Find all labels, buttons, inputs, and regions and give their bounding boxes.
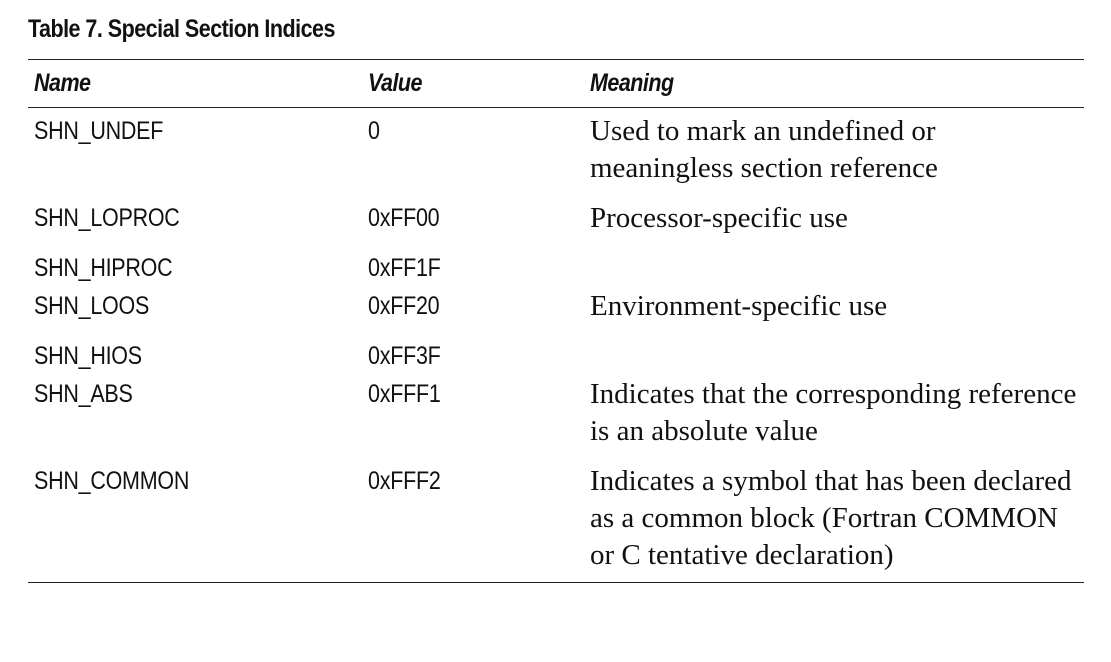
cell-name: SHN_HIPROC <box>34 254 173 282</box>
cell-value: 0xFFF1 <box>368 380 441 408</box>
cell-meaning: Processor-specific use <box>590 202 848 234</box>
cell-name: SHN_ABS <box>34 380 133 408</box>
cell-value: 0xFF00 <box>368 204 440 232</box>
cell-meaning: Indicates that the corresponding referen… <box>590 378 1077 447</box>
cell-meaning: Environment-specific use <box>590 290 888 322</box>
cell-name: SHN_LOOS <box>34 292 150 320</box>
cell-value: 0 <box>368 117 380 145</box>
cell-name: SHN_COMMON <box>34 467 190 495</box>
cell-name: SHN_UNDEF <box>34 117 164 145</box>
table-row: SHN_HIPROC 0xFF1F <box>28 245 1084 283</box>
cell-meaning <box>584 245 1084 283</box>
header-value: Value <box>368 69 423 97</box>
table-row: SHN_HIOS 0xFF3F <box>28 333 1084 371</box>
cell-name: SHN_LOPROC <box>34 204 180 232</box>
cell-meaning: Indicates a symbol that has been declare… <box>590 465 1072 571</box>
table-row: SHN_LOOS 0xFF20 Environment-specific use <box>28 283 1084 333</box>
table-row: SHN_COMMON 0xFFF2 Indicates a symbol tha… <box>28 458 1084 583</box>
header-name: Name <box>34 69 91 97</box>
header-meaning: Meaning <box>590 69 674 97</box>
cell-value: 0xFF1F <box>368 254 441 282</box>
cell-name: SHN_HIOS <box>34 342 142 370</box>
cell-meaning: Used to mark an undefined or meaningless… <box>590 115 938 184</box>
table-title: Table 7. Special Section Indices <box>28 15 335 43</box>
section-indices-table: Name Value Meaning SHN_UNDEF 0 Used to m… <box>28 59 1084 583</box>
cell-value: 0xFFF2 <box>368 467 441 495</box>
document-page: Table 7. Special Section Indices Name Va… <box>28 12 1084 583</box>
table-row: SHN_UNDEF 0 Used to mark an undefined or… <box>28 108 1084 196</box>
table-row: SHN_ABS 0xFFF1 Indicates that the corres… <box>28 371 1084 458</box>
cell-value: 0xFF3F <box>368 342 441 370</box>
cell-value: 0xFF20 <box>368 292 440 320</box>
table-row: SHN_LOPROC 0xFF00 Processor-specific use <box>28 195 1084 245</box>
table-header-row: Name Value Meaning <box>28 59 1084 108</box>
cell-meaning <box>584 333 1084 371</box>
